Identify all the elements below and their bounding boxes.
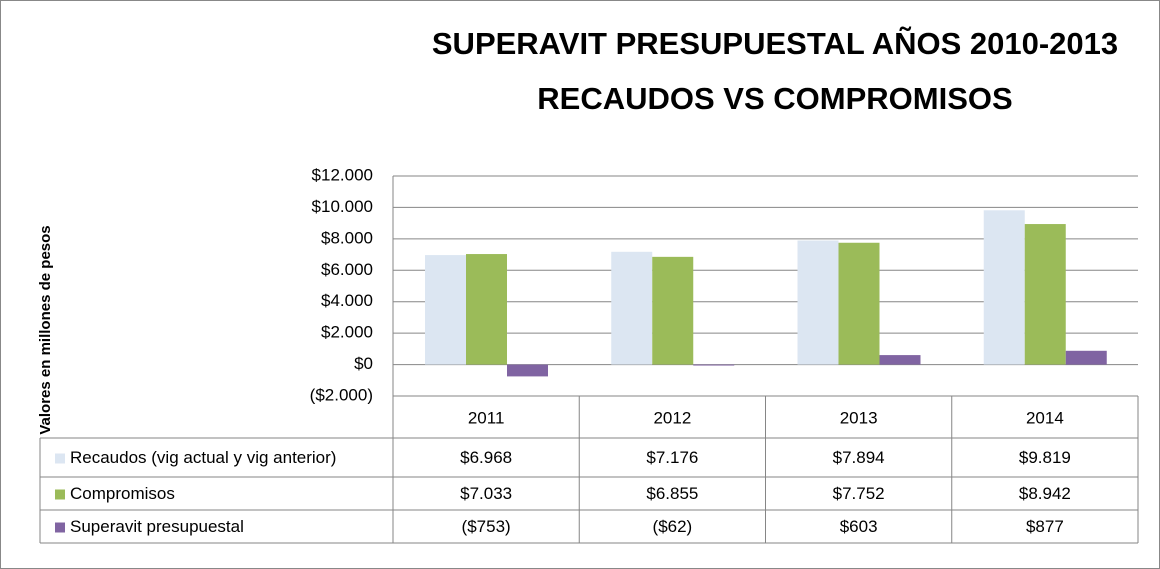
table-cell: $7.894 [833,448,885,467]
bar [652,256,694,365]
y-tick-label: $12.000 [312,165,373,184]
legend-swatch [55,522,65,533]
table-cell: $9.819 [1019,448,1071,467]
y-tick-label: $10.000 [312,197,373,216]
x-tick-label: 2012 [653,408,691,427]
table-cell: $7.176 [646,448,698,467]
legend-label: Compromisos [70,484,175,503]
x-tick-label: 2014 [1026,408,1064,427]
bar [425,255,466,365]
table-cell: $877 [1026,517,1064,536]
legend-swatch [55,453,65,464]
table-cell: $7.752 [833,484,885,503]
table-cell: $6.968 [460,448,512,467]
y-tick-label: $8.000 [321,228,373,247]
bar [466,254,507,365]
chart-title: SUPERAVIT PRESUPUESTAL AÑOS 2010-2013 [432,26,1118,61]
legend-swatch [55,489,65,500]
bar [611,251,653,365]
legend-label: Superavit presupuestal [70,517,244,536]
table-cell: $8.942 [1019,484,1071,503]
table-cell: ($753) [462,517,511,536]
bar [797,240,839,365]
table-cell: $603 [840,517,878,536]
chart-subtitle: RECAUDOS VS COMPROMISOS [537,81,1012,116]
bar [879,355,921,365]
y-tick-label: $6.000 [321,260,373,279]
table-cell: $7.033 [460,484,512,503]
legend-label: Recaudos (vig actual y vig anterior) [70,448,336,467]
bar [507,364,548,377]
y-axis-label: Valores en millones de pesos [37,225,54,434]
y-tick-label: $4.000 [321,291,373,310]
table-cell: $6.855 [646,484,698,503]
y-tick-label: $0 [354,354,373,373]
table-cell: ($62) [653,517,693,536]
bar [1024,224,1066,365]
x-tick-label: 2013 [840,408,878,427]
bar [693,364,735,366]
bar [838,242,880,365]
y-tick-label: ($2.000) [310,385,373,404]
y-tick-label: $2.000 [321,323,373,342]
x-tick-label: 2011 [468,408,505,427]
bar [983,210,1025,365]
bar [1065,350,1107,365]
